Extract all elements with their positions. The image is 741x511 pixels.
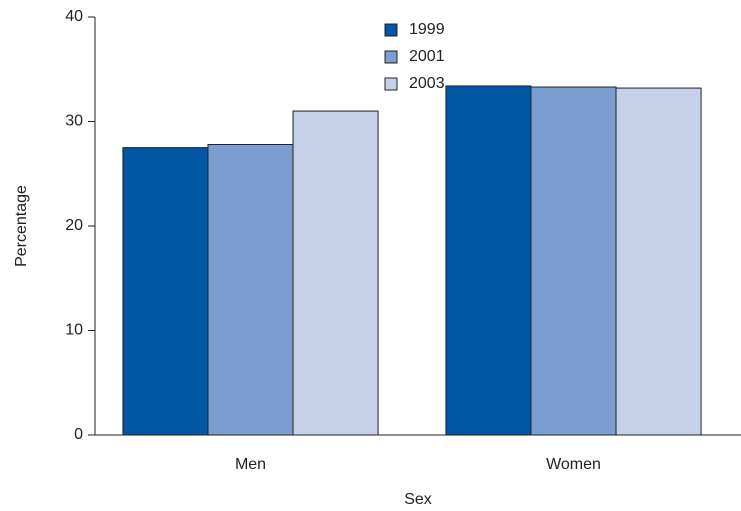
legend-swatch <box>384 77 398 91</box>
bar <box>207 143 294 436</box>
y-tick-label: 0 <box>74 426 83 443</box>
legend-swatch <box>384 23 398 37</box>
y-tick-label: 30 <box>65 113 83 130</box>
y-axis-label: Percentage <box>13 185 30 267</box>
x-axis-label: Sex <box>404 491 432 508</box>
legend-label: 1999 <box>409 21 445 38</box>
bar <box>530 86 617 436</box>
legend-swatch <box>384 50 398 64</box>
bar <box>292 110 379 436</box>
y-tick-label: 20 <box>65 217 83 234</box>
y-tick-label: 10 <box>65 322 83 339</box>
x-tick-label: Women <box>546 456 601 473</box>
legend-label: 2001 <box>409 48 445 65</box>
bar <box>615 87 702 436</box>
y-tick-label: 40 <box>65 8 83 25</box>
bar <box>122 147 209 436</box>
bar <box>445 85 532 436</box>
x-tick-label: Men <box>235 456 266 473</box>
legend-label: 2003 <box>409 75 445 92</box>
